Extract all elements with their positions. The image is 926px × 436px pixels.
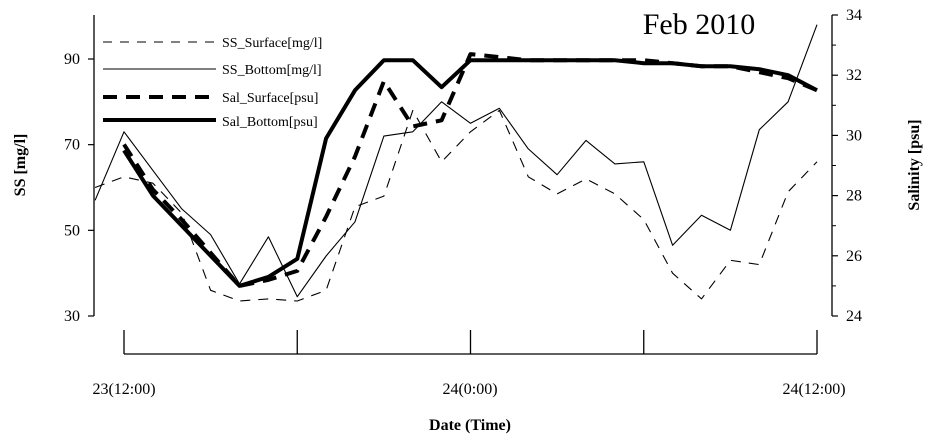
series-group bbox=[94, 24, 818, 302]
legend-label-ss-bottom: SS_Bottom[mg/l] bbox=[222, 63, 322, 78]
right-tick-label-2: 28 bbox=[846, 188, 862, 205]
chart-title: Feb 2010 bbox=[643, 8, 756, 41]
left-axis: 30 50 70 90 bbox=[64, 15, 95, 325]
right-axis: 24 26 28 30 32 34 bbox=[831, 7, 862, 325]
x-tick-label-2: 24(0:00) bbox=[442, 381, 497, 398]
series-line-ss-bottom-mg-l bbox=[94, 24, 818, 298]
series-line-sal-bottom-psu bbox=[122, 58, 818, 288]
y-axis-title-right: Salinity [psu] bbox=[906, 119, 923, 210]
left-tick-label-0: 30 bbox=[64, 308, 80, 325]
right-tick-label-4: 32 bbox=[846, 67, 862, 84]
right-axis-ticks: 24 26 28 30 32 34 bbox=[832, 7, 862, 325]
left-tick-label-1: 50 bbox=[64, 222, 80, 239]
x-axis: 23(12:00) 24(0:00) 24(12:00) bbox=[92, 330, 846, 398]
legend: SS_Surface[mg/l] SS_Bottom[mg/l] Sal_Sur… bbox=[103, 36, 322, 130]
left-tick-label-2: 70 bbox=[64, 137, 80, 154]
x-tick-label-1: 23(12:00) bbox=[92, 381, 155, 398]
left-tick-label-3: 90 bbox=[64, 51, 80, 68]
right-tick-label-5: 34 bbox=[846, 7, 862, 24]
series-line-sal-surface-psu bbox=[122, 52, 818, 288]
legend-label-sal-bottom: Sal_Bottom[psu] bbox=[222, 115, 318, 130]
right-tick-label-0: 24 bbox=[846, 308, 862, 325]
legend-label-sal-surface: Sal_Surface[psu] bbox=[222, 91, 318, 106]
x-tick-label-3: 24(12:00) bbox=[782, 381, 845, 398]
x-axis-title: Date (Time) bbox=[429, 417, 511, 434]
right-tick-label-3: 30 bbox=[846, 127, 862, 144]
right-tick-label-1: 26 bbox=[846, 248, 862, 265]
legend-label-ss-surface: SS_Surface[mg/l] bbox=[222, 36, 322, 51]
series-line-ss-surface-mg-l bbox=[94, 109, 818, 302]
x-axis-ticks bbox=[123, 330, 818, 354]
y-axis-title-left: SS [mg/l] bbox=[12, 134, 29, 197]
left-axis-ticks: 30 50 70 90 bbox=[64, 51, 94, 325]
